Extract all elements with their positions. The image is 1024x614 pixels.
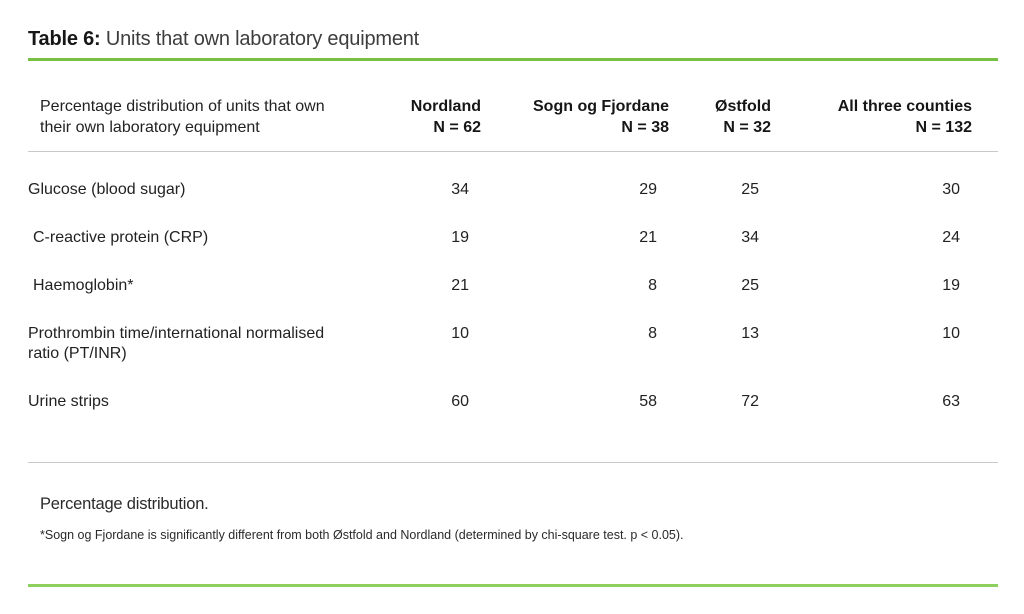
cell-value: 19: [451, 229, 469, 246]
row-label: Glucose (blood sugar): [28, 181, 186, 198]
cell-value: 21: [451, 277, 469, 294]
cell-value: 21: [639, 229, 657, 246]
table-row-pt-inr: Prothrombin time/international normalise…: [28, 310, 998, 378]
cell-value: 30: [942, 181, 960, 198]
bottom-green-rule: [28, 584, 998, 587]
table-header-row: Percentage distribution of units that ow…: [28, 96, 998, 138]
row-label: Haemoglobin*: [33, 277, 134, 294]
body-divider: [28, 462, 998, 463]
column-label: Østfold: [715, 98, 771, 115]
cell-value: 60: [451, 393, 469, 410]
row-label: C-reactive protein (CRP): [33, 229, 209, 246]
column-label: Sogn og Fjordane: [533, 98, 669, 115]
cell-value: 58: [639, 393, 657, 410]
header-divider: [28, 151, 998, 152]
column-header-sogn-og-fjordane: Sogn og Fjordane N = 38: [481, 96, 669, 138]
column-header-nordland: Nordland N = 62: [381, 96, 481, 138]
table-row-haemoglobin: Haemoglobin* 21 8 25 19: [28, 262, 998, 310]
cell-value: 8: [648, 325, 657, 342]
column-label: Nordland: [410, 98, 481, 115]
cell-value: 25: [741, 277, 759, 294]
column-n: N = 62: [433, 119, 481, 136]
table-note: Percentage distribution.: [40, 495, 209, 513]
cell-value: 34: [741, 229, 759, 246]
table-container: Table 6: Units that own laboratory equip…: [28, 0, 998, 587]
cell-value: 63: [942, 393, 960, 410]
cell-value: 24: [942, 229, 960, 246]
column-n: N = 32: [723, 119, 771, 136]
column-header-all-three-counties: All three counties N = 132: [771, 96, 972, 138]
cell-value: 34: [451, 181, 469, 198]
cell-value: 10: [942, 325, 960, 342]
table-row-urine-strips: Urine strips 60 58 72 63: [28, 378, 998, 426]
table-body: Glucose (blood sugar) 34 29 25 30 C-reac…: [28, 152, 998, 462]
top-green-rule: [28, 58, 998, 61]
row-label: Prothrombin time/international normalise…: [28, 325, 325, 362]
cell-value: 10: [451, 325, 469, 342]
cell-value: 8: [648, 277, 657, 294]
cell-value: 19: [942, 277, 960, 294]
column-label: All three counties: [837, 98, 972, 115]
table-footnote: *Sogn og Fjordane is significantly diffe…: [40, 528, 684, 542]
column-header-ostfold: Østfold N = 32: [669, 96, 771, 138]
cell-value: 29: [639, 181, 657, 198]
row-label: Urine strips: [28, 393, 109, 410]
table-row-crp: C-reactive protein (CRP) 19 21 34 24: [28, 214, 998, 262]
column-n: N = 132: [915, 119, 972, 136]
table-title-text: Units that own laboratory equipment: [100, 28, 420, 50]
table-number: Table 6:: [28, 28, 101, 50]
cell-value: 72: [741, 393, 759, 410]
cell-value: 25: [741, 181, 759, 198]
cell-value: 13: [741, 325, 759, 342]
column-n: N = 38: [621, 119, 669, 136]
stub-header: Percentage distribution of units that ow…: [40, 98, 325, 136]
table-caption: Table 6: Units that own laboratory equip…: [28, 0, 998, 51]
table-row-glucose: Glucose (blood sugar) 34 29 25 30: [28, 166, 998, 214]
